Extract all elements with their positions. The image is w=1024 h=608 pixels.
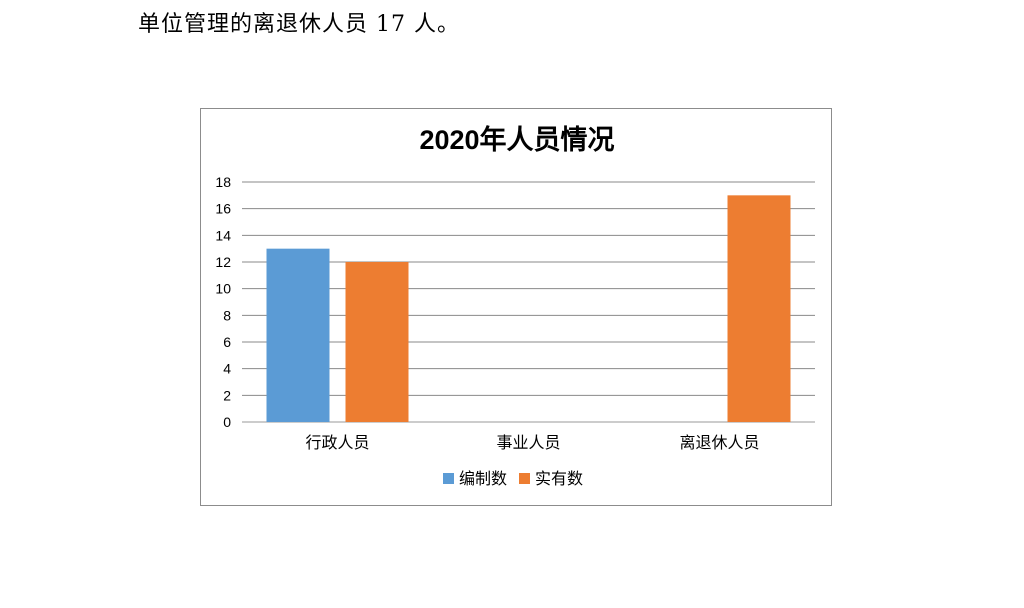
y-tick-label: 12 [215,254,231,270]
y-tick-label: 14 [215,227,231,243]
y-tick-label: 0 [223,414,231,430]
x-axis-tick-labels: 行政人员 事业人员 离退休人员 [305,433,759,452]
gridlines [242,181,815,423]
legend-label: 实有数 [535,469,583,488]
y-tick-label: 4 [223,361,231,377]
bar-实有数 [345,262,409,422]
legend-label: 编制数 [459,469,507,488]
x-tick-label: 行政人员 [305,433,369,452]
y-tick-label: 18 [215,174,231,190]
bars [266,195,791,422]
legend: 编制数 实有数 [443,469,583,488]
y-tick-label: 6 [223,334,231,350]
y-tick-label: 8 [223,307,231,323]
y-tick-label: 10 [215,281,231,297]
x-tick-label: 离退休人员 [679,433,759,452]
legend-swatch [519,473,530,484]
bar-编制数 [266,248,330,422]
y-axis-tick-labels: 0 2 4 6 8 10 12 14 16 18 [215,174,231,430]
y-tick-label: 16 [215,201,231,217]
x-tick-label: 事业人员 [496,433,560,452]
chart-title: 2020年人员情况 [419,124,614,155]
chart-frame: 2020年人员情况 0 2 4 6 8 10 12 14 16 18 行政人员 事业人员 离退休人员 … [200,108,832,506]
y-tick-label: 2 [223,387,231,403]
bar-实有数 [727,195,791,422]
legend-swatch [443,473,454,484]
document-text-line: 单位管理的离退休人员 17 人。 [138,12,460,37]
